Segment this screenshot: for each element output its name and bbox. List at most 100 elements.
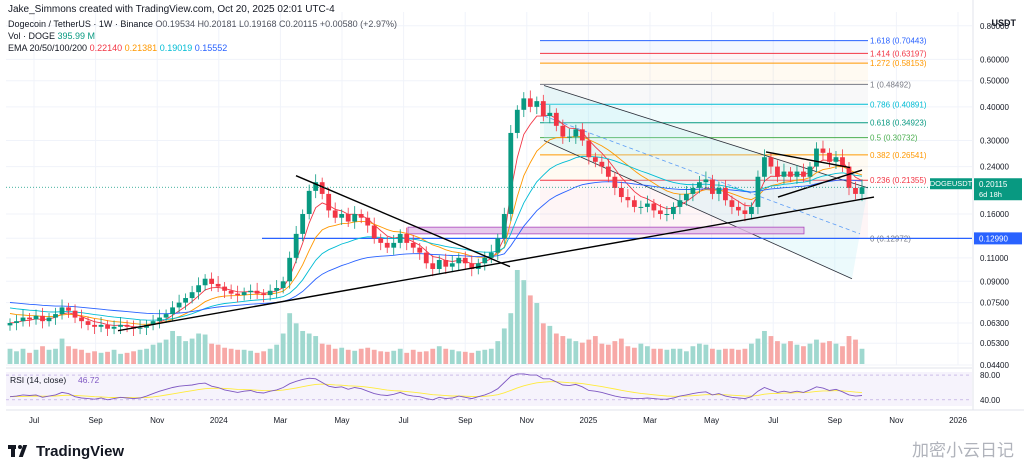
volume-bar <box>638 343 644 364</box>
volume-bar <box>365 347 371 364</box>
tradingview-wordmark: TradingView <box>36 443 125 460</box>
volume-bar <box>827 341 832 364</box>
fib-zone <box>540 40 868 54</box>
candle-body <box>716 187 722 194</box>
volume-bar <box>586 339 592 364</box>
fib-level-label: 1.414 (0.63197) <box>870 49 927 58</box>
candle-body <box>703 179 709 183</box>
volume-bar <box>326 344 332 364</box>
volume-value: 395.99 M <box>57 31 96 41</box>
candle-body <box>443 259 449 267</box>
candle-body <box>807 166 813 177</box>
candle-body <box>53 314 58 318</box>
currency-label: USDT <box>991 18 1017 28</box>
volume-bar <box>183 341 189 364</box>
volume-bar <box>352 350 358 364</box>
volume-bar <box>488 348 494 364</box>
volume-bar <box>716 349 722 364</box>
volume-bar <box>501 328 507 364</box>
ema-label[interactable]: EMA 20/50/100/200 <box>8 43 88 53</box>
price-tick-label: 0.30000 <box>980 136 1009 145</box>
price-tick-label: 0.05300 <box>980 339 1009 348</box>
volume-bar <box>846 336 852 364</box>
price-tick-label: 0.09000 <box>980 277 1009 286</box>
candle-body <box>267 290 273 296</box>
volume-bar <box>92 351 97 364</box>
candle-body <box>92 324 97 327</box>
volume-bar <box>131 351 136 364</box>
volume-bar <box>560 336 566 364</box>
candle-body <box>14 321 19 324</box>
volume-bar <box>781 343 787 364</box>
candle-body <box>697 182 702 188</box>
price-tick-label: 0.24000 <box>980 163 1009 172</box>
volume-bar <box>287 313 293 364</box>
candle-body <box>840 157 845 167</box>
volume-bar <box>7 348 13 364</box>
volume-bar <box>592 336 598 364</box>
fib-level-label: 0.618 (0.34923) <box>870 119 927 128</box>
candle-body <box>300 214 306 234</box>
candle-body <box>170 307 175 315</box>
volume-bar <box>729 348 735 364</box>
candle-body <box>612 176 618 188</box>
candle-body <box>157 317 162 322</box>
volume-bar <box>170 330 175 364</box>
volume-bar <box>124 352 130 364</box>
volume-bar <box>612 341 618 364</box>
volume-label[interactable]: Vol · DOGE <box>8 31 56 41</box>
time-tick-label: Mar <box>643 416 657 425</box>
candle-body <box>534 101 540 107</box>
candle-body <box>397 233 403 243</box>
ascending-trendline <box>117 196 875 332</box>
candle-body <box>326 193 332 211</box>
candle-body <box>508 132 514 215</box>
candle-body <box>72 310 78 318</box>
ema20-value: 0.22140 <box>89 43 123 53</box>
volume-bar <box>710 348 715 364</box>
volume-bar <box>579 342 585 364</box>
candle-body <box>514 109 520 133</box>
candle-body <box>853 187 858 194</box>
candle-body <box>521 98 527 110</box>
candle-body <box>482 257 488 264</box>
rsi-tick-label: 80.00 <box>980 371 1001 380</box>
symbol-title[interactable]: Dogecoin / TetherUS · 1W · Binance <box>8 19 153 29</box>
volume-bar <box>677 348 683 364</box>
volume-bar <box>196 333 202 364</box>
volume-bar <box>436 346 442 364</box>
volume-bar <box>651 348 657 364</box>
candle-body <box>287 257 293 282</box>
volume-bar <box>235 349 241 364</box>
candle-body <box>345 214 351 222</box>
volume-bar <box>553 333 559 364</box>
candle-body <box>196 285 202 293</box>
candle-body <box>404 233 410 243</box>
volume-bar <box>573 341 579 364</box>
descending-trendline <box>295 175 511 268</box>
candle-body <box>723 187 728 201</box>
volume-bar <box>40 346 45 364</box>
price-tick-label: 0.04400 <box>980 361 1009 370</box>
chart-legend: Dogecoin / TetherUS · 1W · Binance O0.19… <box>8 18 397 54</box>
fib-zone <box>540 122 868 138</box>
candle-body <box>501 214 507 239</box>
fib-zone <box>540 104 868 123</box>
volume-bar <box>794 344 800 364</box>
volume-bar <box>33 349 39 364</box>
fib-level-label: 1.272 (0.58153) <box>870 59 927 68</box>
price-tick-label: 0.06300 <box>980 319 1009 328</box>
volume-bar <box>14 351 19 364</box>
volume-bar <box>306 333 312 364</box>
candle-body <box>599 161 605 167</box>
candle-body <box>410 242 416 248</box>
volume-bar <box>410 349 416 364</box>
rsi-pane <box>6 372 972 406</box>
symbol-price-tag <box>930 178 972 190</box>
fib-zone <box>540 84 868 105</box>
volume-bar <box>72 348 78 364</box>
volume-bar <box>670 348 676 364</box>
horizontal-level-value: 0.12990 <box>979 234 1008 243</box>
volume-bar <box>495 341 501 364</box>
